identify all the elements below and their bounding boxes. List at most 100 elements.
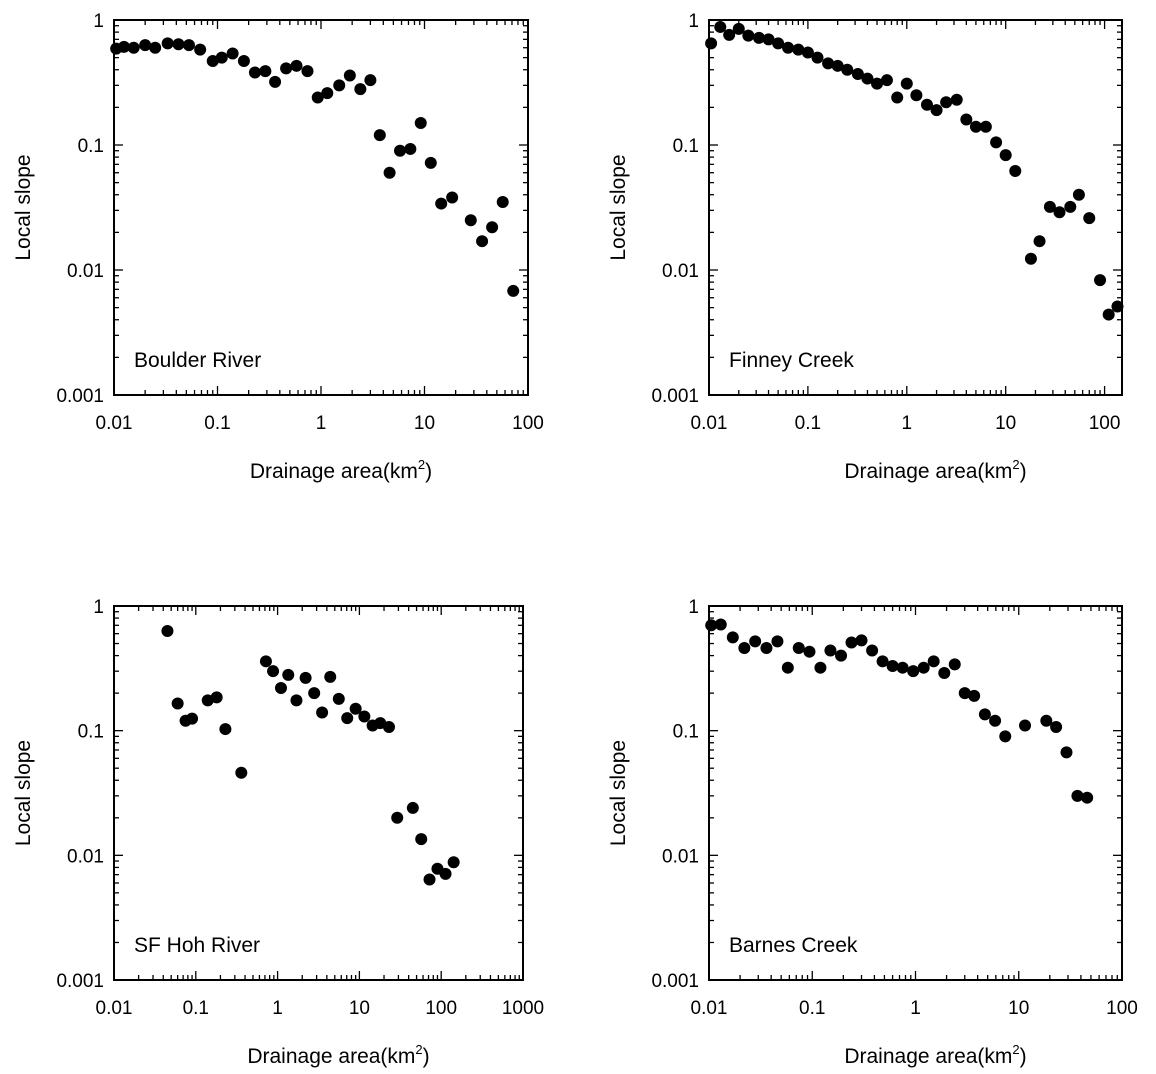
data-point [394, 144, 407, 157]
data-point [1102, 308, 1115, 321]
data-point [373, 129, 386, 142]
y-axis-label: Local slope [12, 740, 35, 846]
data-point [824, 644, 837, 657]
x-tick-label: 0.01 [691, 413, 728, 434]
plot-frame [708, 19, 1123, 396]
data-point [990, 136, 1003, 149]
data-point [1040, 714, 1053, 727]
data-point [792, 43, 805, 56]
data-point [274, 681, 287, 694]
y-tick-label: 1 [688, 597, 699, 618]
data-point [447, 856, 460, 869]
data-point [171, 697, 184, 710]
data-point [886, 660, 899, 673]
data-point [714, 20, 727, 33]
data-point [855, 634, 868, 647]
y-tick-label: 0.01 [67, 846, 104, 867]
y-tick-label: 1 [93, 597, 104, 618]
x-tick-label: 1 [272, 998, 283, 1019]
data-point [958, 687, 971, 700]
data-point [930, 104, 943, 117]
y-tick-label: 0.001 [56, 386, 104, 407]
data-point [1083, 212, 1096, 225]
data-point [358, 710, 371, 723]
data-point [391, 811, 404, 824]
x-tick-label: 100 [425, 998, 457, 1019]
data-point [752, 31, 765, 44]
data-point [714, 618, 727, 631]
data-point [354, 83, 367, 96]
data-point [968, 689, 981, 702]
x-tick-label: 0.1 [799, 998, 825, 1019]
data-point [871, 77, 884, 90]
data-point [749, 635, 762, 648]
data-point [496, 195, 509, 208]
data-point [321, 87, 334, 100]
data-point [978, 708, 991, 721]
data-point [726, 631, 739, 644]
data-point [118, 40, 131, 53]
data-point [920, 98, 933, 111]
data-point [1064, 200, 1077, 213]
data-point [851, 67, 864, 80]
data-point [237, 54, 250, 67]
data-point [259, 65, 272, 78]
data-point [732, 22, 745, 35]
data-point [762, 33, 775, 46]
data-point [1071, 789, 1084, 802]
scatter-panel-1: 0.01 0.1 1 10 100 0.001 0.01 0.1 1 Drainage area(… [12, 11, 544, 483]
panel-label: SF Hoh River [134, 934, 260, 957]
data-point [896, 661, 909, 674]
data-point [1009, 164, 1022, 177]
y-tick-label: 0.01 [662, 846, 699, 867]
y-tick-label: 0.001 [56, 971, 104, 992]
y-axis-label: Local slope [12, 154, 35, 260]
data-point [917, 661, 930, 674]
data-point [182, 39, 195, 52]
data-point [290, 59, 303, 72]
scatter-panel-3: 0.01 0.1 1 10 100 1000 0.001 0.01 0.1 1 Drainage a… [12, 597, 544, 1068]
data-point [341, 712, 354, 725]
data-point [507, 284, 520, 297]
data-point [866, 644, 879, 657]
data-point [723, 28, 736, 41]
data-point [333, 79, 346, 92]
x-tick-label: 10 [349, 998, 370, 1019]
panel-label: Finney Creek [729, 349, 854, 372]
data-point [259, 655, 272, 668]
x-tick-label: 0.01 [691, 998, 728, 1019]
data-point [861, 72, 874, 85]
data-point [215, 51, 228, 64]
data-point [876, 655, 889, 668]
data-point [324, 670, 337, 683]
y-tick-label: 0.001 [651, 971, 699, 992]
data-point [1043, 200, 1056, 213]
x-tick-label: 0.01 [96, 413, 133, 434]
data-point [811, 51, 824, 64]
data-point [907, 665, 920, 678]
data-point [332, 692, 345, 705]
data-point [772, 37, 785, 50]
scatter-panel-4: 0.01 0.1 1 10 100 0.001 0.01 0.1 1 Drainage area(… [607, 597, 1138, 1068]
data-point [219, 723, 232, 736]
data-point [343, 69, 356, 82]
data-point [880, 74, 893, 87]
data-point [186, 712, 199, 725]
data-point [446, 191, 459, 204]
data-point [424, 156, 437, 169]
plot-frame [708, 605, 1123, 981]
data-point [742, 29, 755, 42]
plot-frame [113, 605, 524, 981]
x-tick-label: 10 [414, 413, 435, 434]
data-point [383, 166, 396, 179]
data-point [999, 149, 1012, 162]
x-axis-label: Drainage area(km2) [250, 457, 432, 483]
data-point [989, 714, 1002, 727]
data-point [364, 74, 377, 87]
data-point [940, 96, 953, 109]
data-point [979, 120, 992, 133]
x-axis-label: Drainage area(km2) [844, 1042, 1026, 1068]
data-point [782, 41, 795, 54]
data-point [803, 645, 816, 658]
data-point [248, 66, 261, 79]
